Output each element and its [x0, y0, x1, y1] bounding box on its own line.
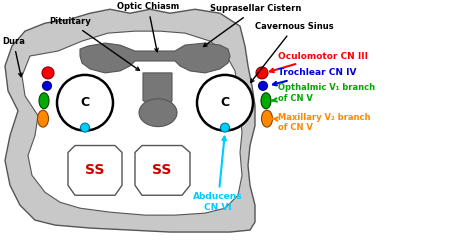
Ellipse shape: [261, 110, 273, 127]
Text: Suprasellar Cistern: Suprasellar Cistern: [203, 4, 302, 47]
Text: Dura: Dura: [2, 37, 25, 77]
Circle shape: [197, 75, 253, 131]
Polygon shape: [80, 43, 230, 73]
Text: SS: SS: [152, 163, 172, 177]
Text: C: C: [81, 96, 90, 109]
Circle shape: [42, 67, 54, 79]
Text: Cavernous Sinus: Cavernous Sinus: [251, 22, 333, 82]
Text: Pituitary: Pituitary: [49, 17, 140, 70]
Text: C: C: [220, 96, 230, 109]
Text: Opthalmic V₁ branch
of CN V: Opthalmic V₁ branch of CN V: [272, 83, 375, 102]
Text: Optic Chiasm: Optic Chiasm: [117, 2, 179, 52]
Ellipse shape: [139, 99, 177, 127]
Polygon shape: [143, 73, 172, 106]
Polygon shape: [22, 31, 242, 215]
Circle shape: [220, 123, 230, 132]
Circle shape: [42, 81, 51, 90]
Circle shape: [256, 67, 268, 79]
Polygon shape: [68, 145, 122, 195]
Text: SS: SS: [86, 163, 105, 177]
Circle shape: [258, 81, 267, 90]
Text: Oculomotor CN III: Oculomotor CN III: [270, 52, 368, 72]
Text: Trochlear CN IV: Trochlear CN IV: [273, 68, 356, 85]
Ellipse shape: [37, 110, 49, 127]
Polygon shape: [135, 145, 190, 195]
Text: Abducens
CN VI: Abducens CN VI: [193, 137, 243, 212]
Ellipse shape: [39, 93, 49, 109]
Polygon shape: [5, 9, 255, 232]
Text: Maxillary V₂ branch
of CN V: Maxillary V₂ branch of CN V: [272, 113, 370, 132]
Circle shape: [81, 123, 90, 132]
Ellipse shape: [261, 93, 271, 109]
Circle shape: [57, 75, 113, 131]
